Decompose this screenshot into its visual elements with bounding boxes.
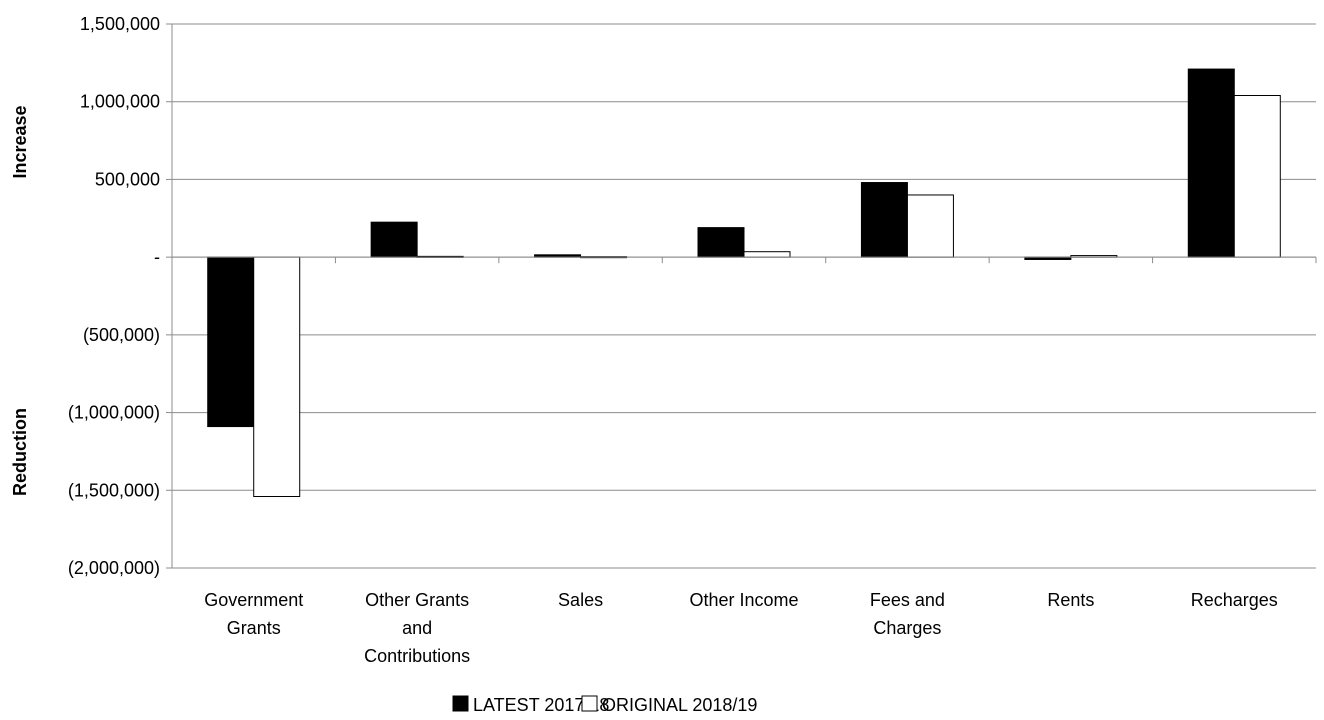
legend-swatch-latest: [452, 695, 469, 712]
x-axis-labels: Government Grants Other Grants and Contribut…: [204, 590, 1278, 666]
bar-latest-2017-18: [697, 227, 745, 258]
x-category-label: Rents: [1047, 590, 1094, 610]
x-category-label: Sales: [558, 590, 603, 610]
axes: [171, 24, 1317, 568]
bar-latest-2017-18: [1187, 68, 1235, 258]
bar-original-2018-19: [906, 194, 954, 258]
y-tick-label: (1,000,000): [68, 403, 160, 423]
gridlines: [172, 23, 1316, 569]
legend-label-latest: LATEST 2017/18: [473, 695, 609, 715]
legend-label-original: ORIGINAL 2018/19: [602, 695, 757, 715]
y-tick-label: (500,000): [83, 325, 160, 345]
x-category-label: Government Grants: [204, 590, 303, 638]
y-tick-label: 1,000,000: [80, 92, 160, 112]
y-tick-label: 500,000: [95, 169, 160, 189]
y-axis-title-reduction: Reduction: [10, 408, 30, 496]
y-axis-ticks: 1,500,000 1,000,000 500,000 - (500,000) (1,00…: [68, 14, 172, 578]
y-axis-title-increase: Increase: [10, 105, 30, 178]
x-category-label: Other Grants and Contributions: [364, 590, 470, 666]
bars: [207, 68, 1281, 498]
x-category-label: Other Income: [689, 590, 798, 610]
y-tick-label: -: [154, 247, 160, 267]
legend-swatch-original: [581, 695, 598, 712]
bar-original-2018-19: [253, 256, 301, 498]
x-category-label: Fees and Charges: [870, 590, 945, 638]
bar-latest-2017-18: [370, 221, 418, 258]
y-tick-label: (1,500,000): [68, 480, 160, 500]
bar-original-2018-19: [1233, 94, 1281, 258]
bar-original-2018-19: [743, 251, 791, 258]
y-tick-label: 1,500,000: [80, 14, 160, 34]
x-category-label: Recharges: [1191, 590, 1278, 610]
bar-latest-2017-18: [860, 182, 908, 258]
y-tick-label: (2,000,000): [68, 558, 160, 578]
bar-latest-2017-18: [207, 256, 255, 428]
